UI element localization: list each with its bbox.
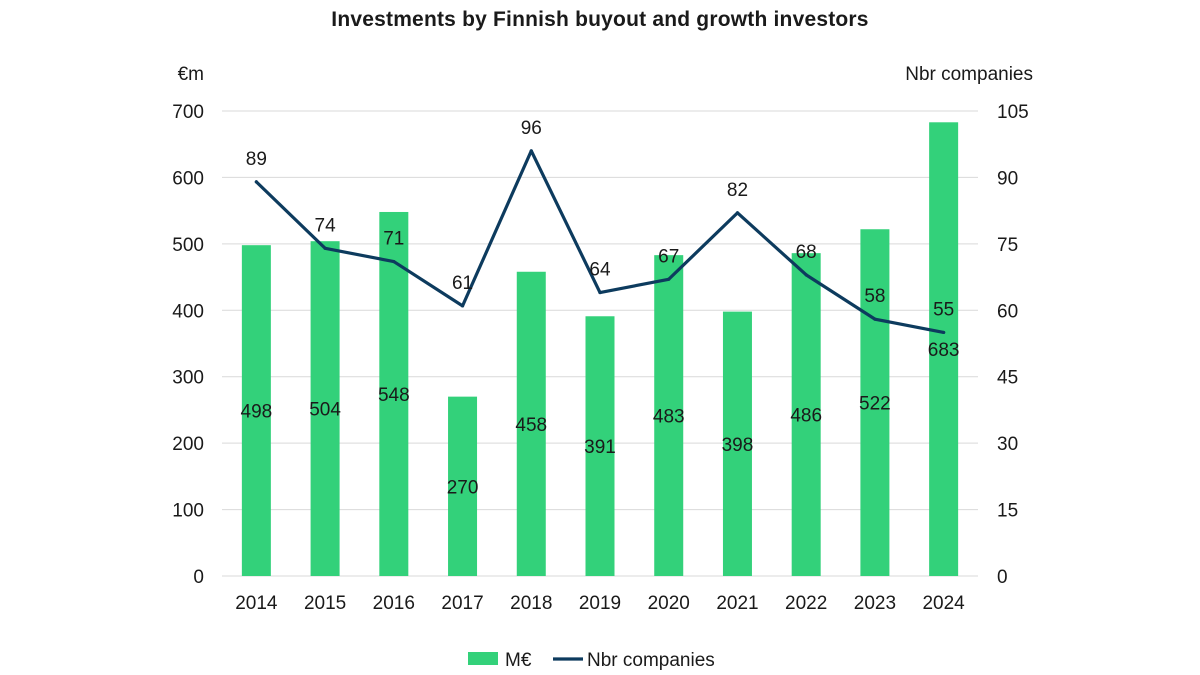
y-right-tick-label: 0	[997, 567, 1008, 588]
bar-value-label: 683	[928, 340, 960, 361]
line-value-label: 67	[658, 246, 679, 267]
x-tick-label: 2014	[235, 593, 278, 614]
bar	[241, 245, 271, 576]
bar-value-label: 391	[584, 437, 616, 458]
bar-value-label: 398	[722, 435, 754, 456]
bar	[379, 211, 409, 576]
bar-value-label: 504	[309, 400, 341, 421]
x-tick-label: 2024	[922, 593, 965, 614]
bar-value-label: 270	[447, 477, 479, 498]
bar	[310, 241, 340, 576]
axes: 0 100 200 300 400 500 600 700 0 15 30 45 60 75 90 105 €m…	[172, 64, 1033, 614]
y-left-tick-label: 400	[172, 301, 204, 322]
line-point	[873, 317, 877, 321]
bar	[860, 229, 890, 576]
bar-value-label: 483	[653, 407, 685, 428]
y-right-tick-label: 75	[997, 235, 1018, 256]
x-tick-label: 2018	[510, 593, 552, 614]
bar	[929, 122, 959, 577]
y-left-tick-label: 600	[172, 168, 204, 189]
line-point	[598, 290, 602, 295]
x-tick-label: 2020	[648, 593, 690, 614]
line-point	[460, 304, 465, 308]
x-tick-label: 2021	[716, 593, 758, 614]
bar	[516, 271, 546, 576]
line-value-label: 96	[521, 118, 542, 139]
legend-label-bars: M€	[505, 650, 532, 671]
line-point	[667, 277, 671, 281]
legend-label-line: Nbr companies	[587, 650, 715, 671]
legend: M€ Nbr companies	[468, 650, 715, 671]
line-value-label: 58	[864, 286, 885, 307]
line-point	[529, 149, 533, 153]
line-point	[254, 180, 258, 184]
y-left-tick-label: 200	[172, 434, 204, 455]
y-right-tick-label: 60	[997, 301, 1018, 322]
bar	[654, 255, 684, 576]
y-left-tick-label: 300	[172, 368, 204, 389]
y-right-tick-label: 15	[997, 501, 1018, 522]
y-right-tick-label: 30	[997, 434, 1018, 455]
line-value-label: 68	[796, 242, 817, 263]
y-right-axis-title: Nbr companies	[905, 64, 1033, 85]
bar-value-label: 522	[859, 394, 891, 415]
x-tick-label: 2017	[441, 593, 483, 614]
line-value-label: 82	[727, 180, 748, 201]
data-labels: 498 504 548 270 458 391 483 398 486 522 683 89 74 71 6…	[241, 118, 960, 498]
legend-swatch-bars	[468, 652, 498, 665]
y-left-tick-label: 700	[172, 102, 204, 123]
bar-value-label: 498	[241, 402, 273, 423]
bar	[722, 311, 752, 576]
y-right-tick-label: 105	[997, 102, 1029, 123]
line-point	[323, 246, 327, 250]
line-value-label: 74	[315, 215, 337, 236]
line-series	[254, 149, 946, 335]
x-tick-label: 2015	[304, 593, 346, 614]
y-left-tick-label: 500	[172, 235, 204, 256]
line-point	[735, 211, 740, 215]
y-right-tick-label: 90	[997, 168, 1018, 189]
line-value-label: 64	[589, 260, 611, 281]
x-tick-label: 2023	[854, 593, 896, 614]
line-value-label: 89	[246, 149, 267, 170]
bar-value-label: 486	[790, 406, 822, 427]
x-tick-label: 2019	[579, 593, 621, 614]
bar-value-label: 548	[378, 385, 410, 406]
chart-title: Investments by Finnish buyout and growth…	[331, 8, 869, 31]
line-point	[942, 330, 946, 335]
line-path	[254, 149, 946, 335]
y-left-axis-title: €m	[178, 64, 204, 85]
line-value-label: 55	[933, 299, 954, 320]
line-point	[804, 273, 808, 277]
bar-value-label: 458	[515, 415, 547, 436]
bar	[791, 253, 821, 576]
bar	[448, 396, 478, 576]
y-left-tick-label: 0	[193, 567, 204, 588]
line-value-label: 71	[383, 229, 404, 250]
y-left-tick-label: 100	[172, 501, 204, 522]
bar-series	[241, 122, 959, 577]
line-value-label: 61	[452, 273, 473, 294]
x-tick-label: 2022	[785, 593, 827, 614]
x-tick-label: 2016	[373, 593, 415, 614]
y-right-tick-label: 45	[997, 368, 1018, 389]
line-point	[392, 259, 396, 264]
bar	[585, 316, 615, 576]
